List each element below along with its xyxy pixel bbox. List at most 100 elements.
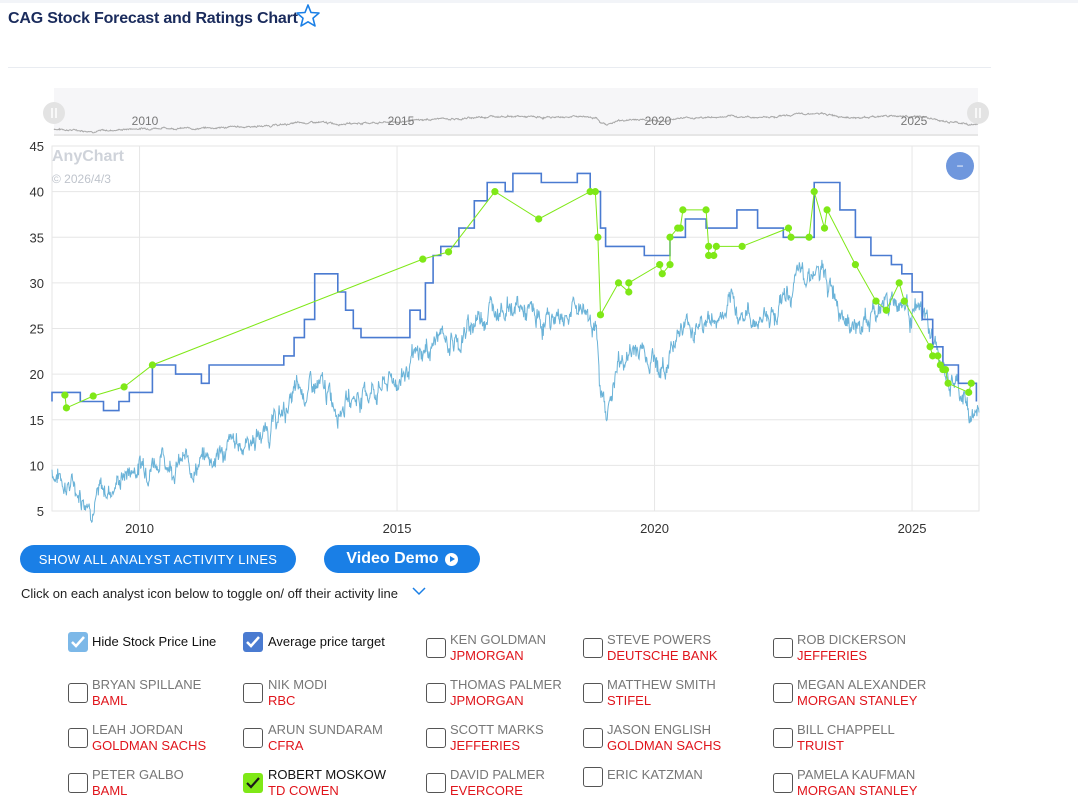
analyst-checkbox[interactable]: [68, 773, 88, 793]
rating-point[interactable]: [900, 297, 908, 305]
rating-point[interactable]: [784, 224, 793, 232]
show-all-analyst-lines-button[interactable]: SHOW ALL ANALYST ACTIVITY LINES: [20, 545, 296, 573]
analyst-item[interactable]: ROB DICKERSON JEFFERIES: [797, 632, 907, 663]
rating-point[interactable]: [586, 188, 594, 196]
analyst-checkbox[interactable]: [68, 683, 88, 703]
rating-point[interactable]: [705, 251, 713, 260]
analyst-item[interactable]: ROBERT MOSKOW TD COWEN: [268, 767, 386, 798]
analyst-checkbox[interactable]: [773, 728, 793, 748]
collapse-button[interactable]: −: [946, 152, 974, 180]
analyst-checkbox[interactable]: [773, 638, 793, 658]
rating-point[interactable]: [926, 343, 934, 351]
analyst-item[interactable]: DAVID PALMER EVERCORE: [450, 767, 545, 798]
rating-point[interactable]: [805, 233, 813, 241]
rating-point[interactable]: [625, 288, 633, 296]
navigator-left-handle[interactable]: [43, 102, 65, 124]
rating-point[interactable]: [62, 404, 71, 412]
analyst-item[interactable]: JASON ENGLISH GOLDMAN SACHS: [607, 722, 722, 753]
analyst-checkbox[interactable]: [68, 728, 88, 748]
analyst-checkbox[interactable]: [243, 683, 263, 703]
rating-point[interactable]: [965, 388, 973, 396]
rating-point[interactable]: [666, 261, 674, 269]
rating-point[interactable]: [491, 188, 499, 196]
top-border: [0, 0, 1078, 3]
video-demo-button[interactable]: Video Demo: [324, 545, 480, 573]
analyst-checkbox[interactable]: [243, 728, 263, 748]
hide-price-checkbox[interactable]: [68, 632, 88, 652]
analyst-item[interactable]: LEAH JORDAN GOLDMAN SACHS: [92, 722, 207, 753]
rating-point[interactable]: [666, 233, 674, 241]
analyst-checkbox-checked[interactable]: [243, 773, 263, 793]
analyst-item[interactable]: MATTHEW SMITH STIFEL: [607, 677, 716, 708]
rating-point[interactable]: [872, 297, 880, 305]
analyst-item[interactable]: STEVE POWERS DEUTSCHE BANK: [607, 632, 718, 663]
rating-point[interactable]: [712, 242, 720, 250]
rating-point[interactable]: [419, 255, 427, 263]
avg-target-label: Average price target: [268, 634, 385, 649]
analyst-item[interactable]: NIK MODI RBC: [268, 677, 328, 708]
analyst-checkbox[interactable]: [426, 638, 446, 658]
analyst-checkbox[interactable]: [583, 638, 603, 658]
analyst-item[interactable]: PETER GALBO BAML: [92, 767, 184, 798]
range-navigator[interactable]: 2010 2015 2020 2025: [40, 88, 990, 138]
navigator-right-handle[interactable]: [967, 102, 989, 124]
rating-point[interactable]: [656, 261, 664, 269]
rating-point[interactable]: [934, 352, 942, 360]
x-axis-labels: 2010 2015 2020 2025: [125, 521, 926, 536]
rating-point[interactable]: [61, 391, 69, 399]
analyst-checkbox[interactable]: [426, 728, 446, 748]
analyst-checkbox[interactable]: [426, 683, 446, 703]
analyst-item[interactable]: PAMELA KAUFMAN MORGAN STANLEY: [797, 767, 918, 798]
rating-point[interactable]: [676, 224, 684, 232]
rating-point[interactable]: [929, 352, 937, 360]
rating-point[interactable]: [444, 248, 453, 256]
analyst-item[interactable]: SCOTT MARKS JEFFERIES: [450, 722, 544, 753]
checkmark-icon: [246, 777, 260, 789]
chevron-down-icon[interactable]: [411, 585, 427, 597]
analyst-item[interactable]: ERIC KATZMAN: [607, 767, 703, 782]
analyst-checkbox[interactable]: [426, 773, 446, 793]
avg-target-checkbox[interactable]: [243, 632, 263, 652]
rating-point[interactable]: [944, 379, 952, 387]
rating-point[interactable]: [820, 224, 829, 232]
rating-point[interactable]: [614, 279, 623, 287]
navigator-year-2020: 2020: [645, 114, 672, 128]
rating-point[interactable]: [738, 242, 746, 250]
rating-point[interactable]: [823, 206, 831, 214]
rating-point[interactable]: [702, 206, 710, 214]
rating-point[interactable]: [658, 270, 666, 278]
analyst-checkbox[interactable]: [583, 767, 603, 787]
rating-point[interactable]: [679, 206, 687, 214]
rating-point[interactable]: [89, 392, 97, 400]
rating-point[interactable]: [895, 279, 903, 287]
analyst-checkbox[interactable]: [583, 728, 603, 748]
analyst-item[interactable]: ARUN SUNDARAM CFRA: [268, 722, 383, 753]
rating-point[interactable]: [148, 361, 157, 369]
rating-point[interactable]: [941, 365, 950, 374]
rating-point[interactable]: [787, 233, 795, 241]
rating-point[interactable]: [710, 251, 718, 260]
analyst-checkbox[interactable]: [583, 683, 603, 703]
rating-point[interactable]: [967, 379, 975, 387]
analyst-checkbox[interactable]: [773, 683, 793, 703]
rating-point[interactable]: [810, 188, 818, 196]
rating-point[interactable]: [705, 242, 713, 250]
rating-point[interactable]: [591, 188, 599, 196]
rating-point[interactable]: [535, 215, 543, 223]
analyst-rating-points[interactable]: [61, 188, 975, 412]
analyst-checkbox[interactable]: [773, 773, 793, 793]
analyst-item[interactable]: KEN GOLDMAN JPMORGAN: [450, 632, 547, 663]
analyst-item[interactable]: THOMAS PALMER JPMORGAN: [450, 677, 562, 708]
rating-point[interactable]: [625, 279, 633, 287]
favorite-star-icon[interactable]: [295, 3, 321, 27]
rating-point[interactable]: [120, 383, 128, 391]
analyst-item[interactable]: BILL CHAPPELL TRUIST: [797, 722, 895, 753]
analyst-item[interactable]: MEGAN ALEXANDER MORGAN STANLEY: [797, 677, 927, 708]
rating-point[interactable]: [851, 261, 860, 269]
rating-point[interactable]: [596, 311, 605, 319]
rating-point[interactable]: [594, 233, 602, 241]
show-all-label: SHOW ALL ANALYST ACTIVITY LINES: [38, 551, 278, 567]
rating-point[interactable]: [882, 306, 890, 314]
analyst-item[interactable]: BRYAN SPILLANE BAML: [92, 677, 202, 708]
